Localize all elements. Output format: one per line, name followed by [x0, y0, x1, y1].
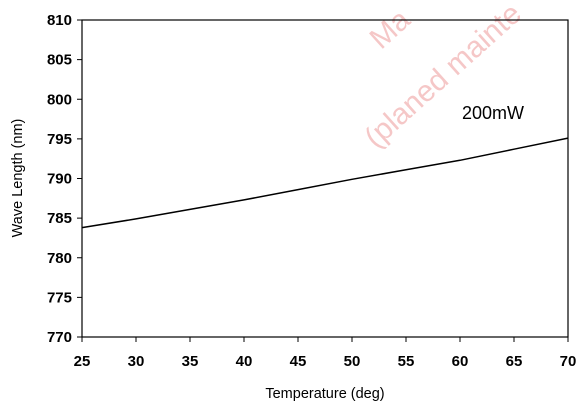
y-tick-label: 790	[47, 171, 72, 188]
x-tick-label: 55	[398, 353, 415, 370]
y-tick-label: 775	[47, 289, 72, 306]
y-axis: 810 805 800 795 790 785 780 775 770	[47, 12, 82, 346]
watermark-line-1: Ma	[364, 3, 417, 56]
y-tick-label: 800	[47, 91, 72, 108]
y-tick-label: 805	[47, 52, 72, 69]
x-axis-title: Temperature (deg)	[265, 386, 384, 402]
y-tick-label: 810	[47, 12, 72, 29]
x-tick-label: 65	[506, 353, 523, 370]
x-axis: 25 30 35 40 45 50 55 60 65 70	[74, 337, 577, 370]
series-annotation: 200mW	[462, 103, 524, 123]
x-tick-label: 45	[290, 353, 307, 370]
y-tick-label: 785	[47, 210, 72, 227]
series-line-200mw	[81, 137, 569, 229]
y-tick-label: 770	[47, 329, 72, 346]
x-tick-label: 35	[182, 353, 199, 370]
x-tick-label: 60	[452, 353, 469, 370]
y-tick-label: 780	[47, 250, 72, 267]
y-axis-title: Wave Length (nm)	[10, 119, 26, 238]
plot-area	[81, 19, 569, 338]
x-tick-label: 70	[560, 353, 577, 370]
y-tick-label: 795	[47, 131, 72, 148]
x-tick-label: 40	[236, 353, 253, 370]
x-tick-label: 25	[74, 353, 91, 370]
watermark: Ma (planed mainte	[358, 0, 528, 154]
x-tick-label: 30	[128, 353, 145, 370]
x-tick-label: 50	[344, 353, 361, 370]
